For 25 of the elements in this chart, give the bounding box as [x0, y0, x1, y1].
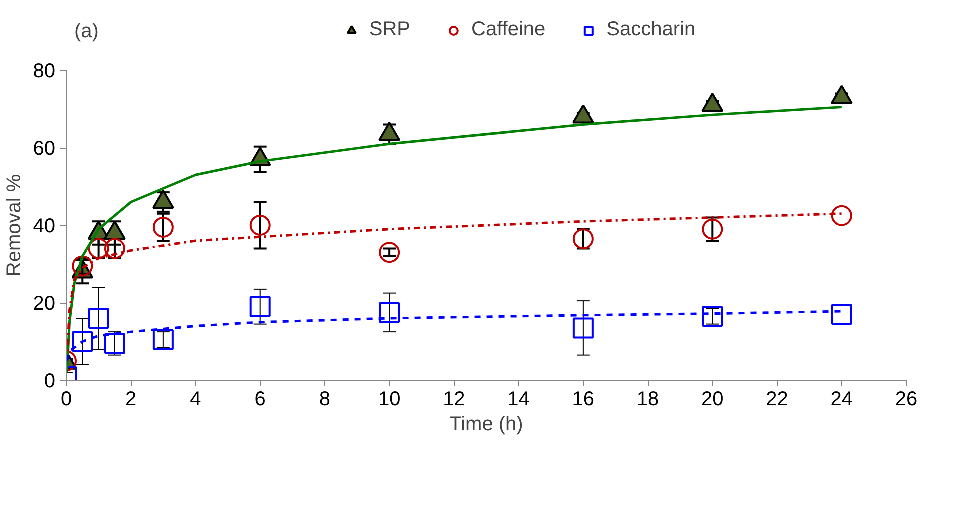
x-tick-label: 10 — [378, 388, 401, 410]
x-tick-label: 8 — [319, 388, 331, 410]
x-axis-title: Time (h) — [450, 414, 524, 436]
y-tick-label: 80 — [33, 60, 56, 82]
x-tick-label: 16 — [572, 388, 595, 410]
x-tick-label: 12 — [443, 388, 466, 410]
y-tick-label: 60 — [33, 138, 56, 160]
x-tick-label: 6 — [254, 388, 266, 410]
y-tick-label: 20 — [33, 293, 56, 315]
y-tick-label: 40 — [33, 216, 56, 238]
x-tick-label: 4 — [190, 388, 202, 410]
legend-label: Saccharin — [606, 18, 696, 42]
legend-label: Caffeine — [472, 18, 546, 42]
y-tick-label: 0 — [44, 370, 56, 392]
legend-label: SRP — [369, 18, 411, 42]
x-tick-label: 24 — [830, 388, 854, 410]
text: (a) — [74, 20, 99, 42]
x-tick-label: 22 — [766, 388, 788, 410]
x-tick-label: 0 — [60, 388, 72, 410]
x-tick-label: 2 — [126, 388, 137, 410]
x-tick-label: 14 — [508, 388, 530, 410]
x-tick-label: 18 — [636, 388, 660, 410]
x-tick-label: 20 — [702, 388, 724, 410]
x-tick-label: 26 — [895, 388, 918, 410]
y-axis-title: Removal % — [3, 174, 26, 277]
